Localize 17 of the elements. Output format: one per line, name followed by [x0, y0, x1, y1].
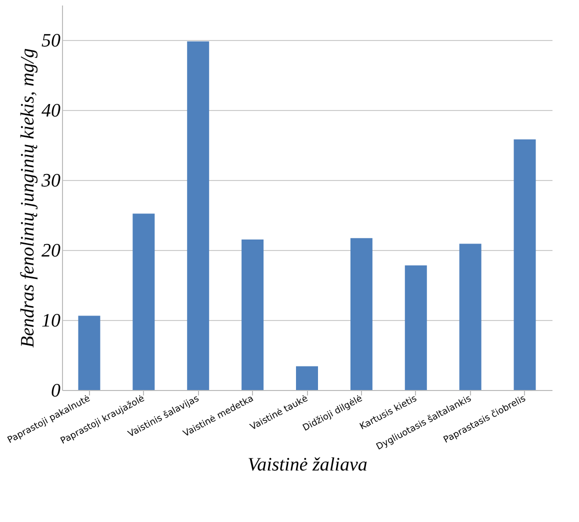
bar	[296, 366, 318, 390]
y-tick-label: 10	[42, 310, 61, 332]
y-tick-label: 30	[40, 170, 61, 192]
bar	[78, 316, 100, 390]
bar	[350, 238, 372, 390]
y-tick-label: 0	[51, 380, 61, 402]
bar	[187, 41, 210, 390]
x-axis-title: Vaistinė žaliava	[248, 454, 368, 476]
bar	[132, 214, 155, 390]
bar	[404, 265, 427, 390]
y-axis-title: Bendras fenolinių junginių kiekis, mg/g	[18, 48, 38, 348]
bar	[459, 244, 482, 390]
y-tick-label: 40	[42, 100, 61, 122]
y-tick-label: 20	[42, 240, 61, 262]
y-tick-label: 50	[42, 30, 61, 52]
bar	[514, 139, 536, 390]
bar	[242, 240, 264, 390]
